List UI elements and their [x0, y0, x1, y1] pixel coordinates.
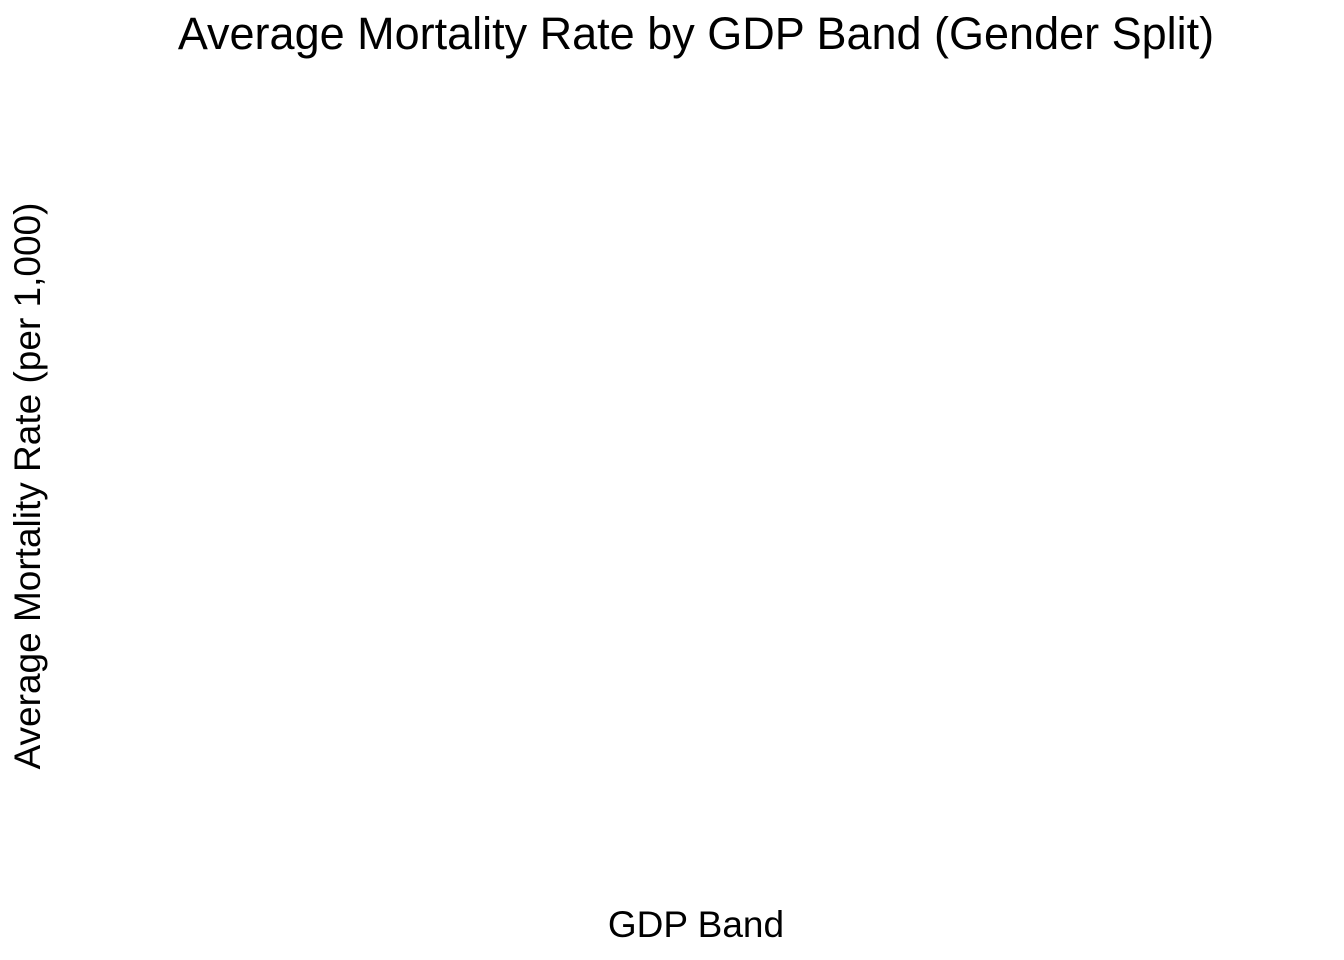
plot-area — [80, 100, 1310, 880]
chart-title: Average Mortality Rate by GDP Band (Gend… — [177, 8, 1215, 59]
plot-svg — [80, 100, 1310, 880]
y-axis-label: Average Mortality Rate (per 1,000) — [7, 202, 48, 770]
x-axis-label: GDP Band — [607, 904, 785, 945]
